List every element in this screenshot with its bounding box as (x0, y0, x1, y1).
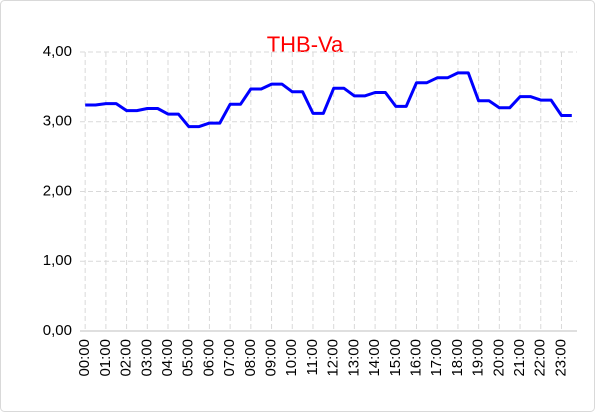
x-tick-label: 00:00 (76, 339, 93, 377)
y-tick-label: 4,00 (43, 43, 72, 60)
x-tick-label: 05:00 (180, 339, 197, 377)
x-tick-label: 17:00 (428, 339, 445, 377)
x-tick-label: 18:00 (449, 339, 466, 377)
x-tick-label: 01:00 (97, 339, 114, 377)
x-tick-label: 14:00 (366, 339, 383, 377)
x-tick-label: 10:00 (283, 339, 300, 377)
x-tick-label: 23:00 (552, 339, 569, 377)
chart-title: THB-Va (267, 32, 344, 57)
x-tick-label: 04:00 (159, 339, 176, 377)
x-tick-label: 09:00 (263, 339, 280, 377)
x-tick-label: 21:00 (511, 339, 528, 377)
x-tick-label: 16:00 (407, 339, 424, 377)
data-line (85, 71, 572, 129)
y-tick-label: 1,00 (43, 252, 72, 269)
x-tick-label: 06:00 (200, 339, 217, 377)
x-tick-label: 19:00 (470, 339, 487, 377)
y-tick-label: 0,00 (43, 322, 72, 339)
x-tick-label: 11:00 (304, 339, 321, 375)
x-tick-label: 02:00 (118, 339, 135, 377)
y-tick-label: 2,00 (43, 182, 72, 199)
x-tick-label: 20:00 (490, 339, 507, 377)
x-tick-label: 08:00 (242, 339, 259, 377)
x-tick-label: 15:00 (387, 339, 404, 377)
x-tick-label: 12:00 (325, 339, 342, 377)
x-tick-label: 22:00 (532, 339, 549, 377)
x-tick-label: 07:00 (221, 339, 238, 377)
x-tick-label: 03:00 (138, 339, 155, 377)
x-tick-label: 13:00 (345, 339, 362, 377)
y-tick-label: 3,00 (43, 113, 72, 130)
